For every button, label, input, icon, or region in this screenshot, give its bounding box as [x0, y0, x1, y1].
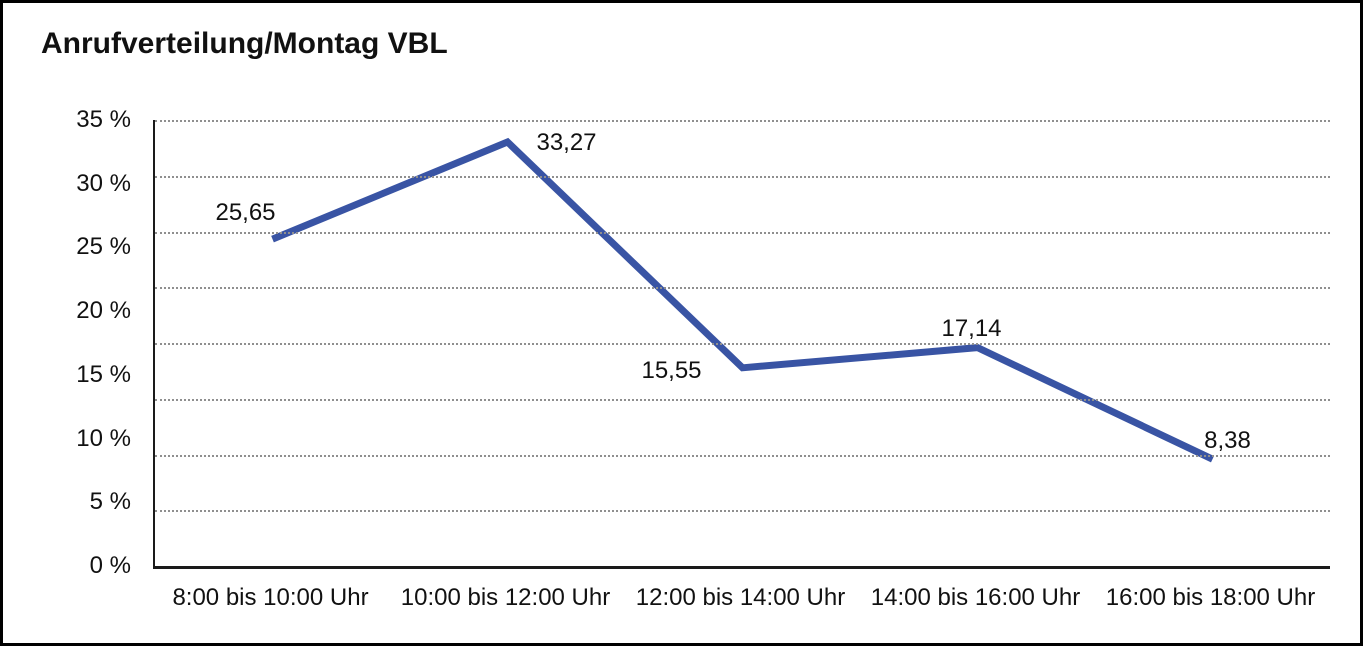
data-point-label: 17,14 [941, 314, 1002, 342]
y-axis-tick-label: 15 % [76, 360, 131, 388]
x-axis-tick-label: 8:00 bis 10:00 Uhr [172, 584, 369, 611]
chart-title: Anrufverteilung/Montag VBL [41, 27, 448, 60]
gridline [155, 454, 1330, 457]
gridline [155, 175, 1330, 178]
x-axis-tick-label: 10:00 bis 12:00 Uhr [400, 584, 611, 611]
x-axis-tick-label: 14:00 bis 16:00 Uhr [870, 584, 1081, 611]
data-point-label: 25,65 [215, 199, 276, 227]
data-point-label: 8,38 [1204, 427, 1251, 455]
y-axis-tick-labels: 35 % 30 % 25 % 20 % 15 % 10 % 5 % 0 % [3, 106, 131, 579]
data-point-label: 33,27 [536, 129, 597, 157]
gridline [155, 287, 1330, 290]
gridline [155, 510, 1330, 513]
gridline [155, 120, 1330, 122]
y-axis-tick-label: 20 % [76, 297, 131, 325]
y-axis-tick-label: 30 % [76, 169, 131, 197]
y-axis-tick-label: 35 % [76, 106, 131, 133]
x-axis-tick-label: 12:00 bis 14:00 Uhr [635, 584, 846, 611]
x-axis-tick-label: 16:00 bis 18:00 Uhr [1105, 584, 1316, 611]
y-axis-tick-label: 25 % [76, 233, 131, 261]
data-point-label: 15,55 [641, 356, 702, 384]
gridline [155, 231, 1330, 234]
y-axis-tick-label: 5 % [89, 488, 131, 516]
data-line-layer [271, 137, 1215, 463]
gridline [155, 343, 1330, 345]
data-line [271, 137, 1215, 463]
y-axis-tick-label: 10 % [76, 424, 131, 452]
y-axis-tick-label: 0 % [89, 552, 131, 579]
x-axis-tick-labels: 8:00 bis 10:00 Uhr 10:00 bis 12:00 Uhr 12:… [153, 584, 1328, 616]
plot-area: 25,65 33,27 15,55 17,14 8,38 [153, 120, 1330, 569]
gridline [155, 398, 1330, 401]
